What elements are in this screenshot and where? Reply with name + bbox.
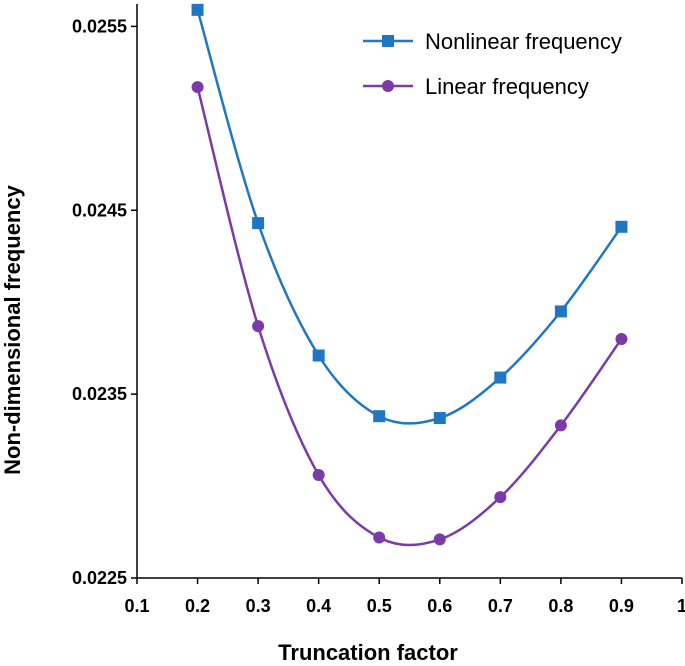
legend-linear-label: Linear frequency: [425, 74, 589, 99]
y-tick-label: 0.0255: [72, 16, 127, 36]
series-nonlinear-point: [615, 220, 628, 233]
legend-nonlinear-marker: [382, 35, 394, 47]
series-nonlinear: [191, 3, 628, 425]
series-nonlinear-point: [373, 410, 386, 423]
x-tick-label: 0.8: [548, 596, 573, 616]
series-linear-point: [433, 533, 446, 546]
y-axis: 0.0225 0.0235 0.0245 0.0255: [72, 4, 138, 588]
x-tick-label: 0.6: [427, 596, 452, 616]
series-linear-point: [615, 332, 628, 345]
series-linear-point: [494, 491, 507, 504]
legend-linear-marker: [382, 80, 394, 92]
plot-area: [191, 3, 628, 547]
series-linear-point: [252, 320, 265, 333]
y-tick-label: 0.0225: [72, 568, 127, 588]
series-nonlinear-point: [191, 3, 204, 16]
series-nonlinear-point: [312, 349, 325, 362]
series-linear-point: [191, 81, 204, 94]
x-tick-label: 0.7: [488, 596, 513, 616]
series-linear: [191, 81, 628, 547]
series-nonlinear-point: [494, 371, 507, 384]
y-tick-label: 0.0235: [72, 384, 127, 404]
legend-nonlinear-label: Nonlinear frequency: [425, 29, 622, 54]
x-tick-label: 0.5: [367, 596, 392, 616]
series-nonlinear-point: [433, 412, 446, 425]
x-tick-label: 0.9: [609, 596, 634, 616]
series-nonlinear-point: [554, 305, 567, 318]
x-tick-label: 0.1: [124, 596, 149, 616]
y-axis-title: Non-dimensional frequency: [0, 184, 25, 474]
x-tick-label: 0.4: [306, 596, 331, 616]
x-axis-title: Truncation factor: [278, 640, 458, 665]
x-tick-label: 1: [677, 596, 685, 616]
series-linear-point: [554, 419, 567, 432]
series-linear-point: [312, 469, 325, 482]
series-linear-point: [373, 531, 386, 544]
y-tick-label: 0.0245: [72, 200, 127, 220]
series-nonlinear-line: [196, 9, 623, 425]
legend: Nonlinear frequency Linear frequency: [363, 29, 622, 99]
series-nonlinear-point: [252, 217, 265, 230]
x-tick-label: 0.2: [185, 596, 210, 616]
x-axis: 0.1 0.2 0.3 0.4 0.5 0.6 0.7 0.8 0.9 1: [124, 577, 685, 616]
x-tick-label: 0.3: [246, 596, 271, 616]
